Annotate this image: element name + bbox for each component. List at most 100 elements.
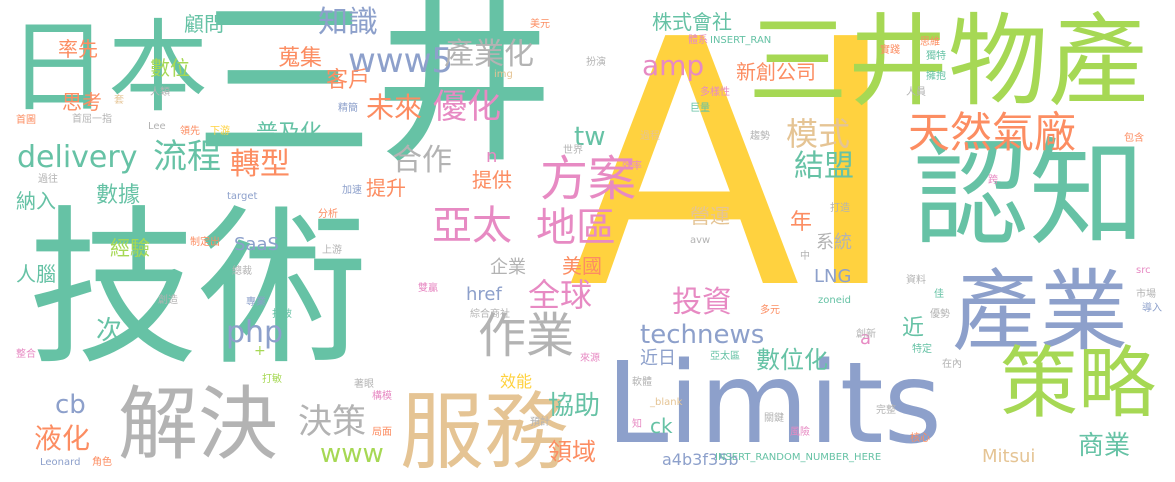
word-technews: technews [640, 320, 765, 350]
word-n: n [486, 146, 498, 167]
word-fangan: 方案 [540, 151, 637, 207]
word-wanzheng: 完整 [876, 405, 896, 416]
word-shuju: 數據 [96, 183, 141, 208]
word-shoutu: 首圖 [16, 115, 36, 126]
word-yuji: 預計 [530, 417, 550, 428]
word-ci: 次 [96, 316, 123, 346]
word-ai: AI [568, 0, 901, 364]
word-delivery: delivery [17, 140, 138, 175]
word-hezuo: 合作 [392, 143, 452, 178]
word-baohan: 包含 [1124, 133, 1144, 144]
word-limits: Limits [606, 339, 942, 469]
word-zhushihuishe: 株式會社 [652, 10, 732, 34]
word-zhong: 中 [800, 251, 810, 262]
word-tixi: 體系 [688, 35, 708, 46]
word-teding: 特定 [912, 344, 932, 355]
word-jumian: 局面 [372, 427, 392, 438]
word-dute: 獨特 [926, 51, 946, 62]
word-www5: www5 [348, 41, 454, 81]
word-lee: Lee [148, 121, 166, 132]
word-kua: 跨 [988, 175, 998, 186]
word-siwei: 思維 [920, 37, 940, 48]
word-amp1: amp [642, 49, 705, 82]
word-jiemeng: 結盟 [794, 149, 854, 184]
word-saas: SaaS [234, 234, 279, 255]
word-renlei: 人類 [150, 87, 170, 98]
word-yataiqu: 亞太區 [710, 351, 740, 362]
word-zhi: 知 [632, 419, 642, 430]
word-yingyun: 營運 [690, 204, 730, 228]
word-duoyangxing: 多樣性 [700, 87, 730, 98]
word-souji: 蒐集 [278, 46, 323, 71]
word-cb: cb [55, 390, 86, 420]
word-insert-ran: INSERT_RAN [710, 35, 772, 46]
word-xiaolv: 效率 [622, 161, 642, 172]
word-shuaixian: 率先 [58, 37, 98, 61]
word-jingjian: 精簡 [338, 103, 358, 114]
word-xitong: 系統 [816, 232, 852, 253]
word-youshi: 優勢 [930, 309, 950, 320]
word-sanjing: 三井 [194, 0, 555, 188]
word-php: php [226, 315, 284, 350]
word-naru: 納入 [16, 189, 56, 213]
word-mitsui: Mitsui [982, 446, 1036, 467]
word-fenxi: 分析 [318, 209, 338, 220]
word-chanyehua: 產業化 [444, 37, 534, 72]
word-guocheng: 過程 [640, 131, 660, 142]
word-shangye: 商業 [1078, 431, 1131, 461]
word-zhishi: 知識 [318, 5, 378, 40]
word-avw: avw [690, 235, 711, 246]
word-diqu: 地區 [536, 205, 616, 251]
word-jingyan: 經驗 [110, 236, 150, 260]
word-daoru: 導入 [1142, 303, 1162, 314]
word-jinri: 近日 [640, 348, 676, 369]
word-jiejue: 解決 [118, 378, 278, 471]
word-tigong: 提供 [472, 168, 512, 192]
word-zonghe-shangshe: 綜合商社 [470, 309, 510, 320]
word-fengxian: 風險 [790, 427, 810, 438]
word-shouquyizhi: 首屈一指 [72, 114, 112, 125]
word-img: img [494, 69, 513, 80]
word-yatai: 亞太 [432, 203, 512, 249]
word-leonard: Leonard [40, 457, 81, 468]
word-meiyuan: 美元 [530, 19, 550, 30]
word-juliang: 巨量 [690, 103, 710, 114]
word-duoyuan: 多元 [760, 305, 780, 316]
word-lng: LNG [814, 266, 852, 287]
word-blank: _blank [650, 397, 683, 408]
word-shichang: 市場 [1136, 289, 1156, 300]
word-xiaoneng: 效能 [500, 372, 533, 391]
word-shuwei: 數位 [150, 56, 190, 80]
word-lingxian: 領先 [180, 126, 200, 137]
word-qiye: 企業 [490, 257, 526, 278]
word-fuwu: 服務 [400, 383, 569, 481]
word-liucheng: 流程 [153, 137, 221, 177]
word-href: href [466, 284, 502, 305]
word-renyuan: 人員 [906, 87, 926, 98]
word-guowang: 過往 [38, 174, 58, 185]
word-chuangzao: 創造 [158, 295, 178, 306]
word-chanye: 產業 [952, 260, 1129, 363]
word-zhuanye: 專業 [246, 297, 266, 308]
word-meiguo: 美國 [562, 254, 602, 278]
word-sanjing-wuchan: 三井物產 [748, 3, 1148, 120]
word-jiasu: 加速 [342, 185, 362, 196]
word-riben: 日本 [8, 9, 208, 126]
word-src: src [1136, 265, 1151, 276]
word-zuoye: 作業 [478, 308, 575, 364]
word-shijian: 實踐 [880, 45, 900, 56]
word-rennao: 人腦 [16, 262, 56, 286]
word-weilai: 未來 [366, 91, 423, 124]
word-target: target [227, 191, 258, 202]
word-jiaose: 角色 [92, 457, 112, 468]
word-goumo: 構模 [372, 391, 392, 402]
word-jishu: 技術 [28, 191, 369, 389]
word-guanjian: 關鍵 [764, 413, 784, 424]
word-renzhi: 認知 [913, 127, 1145, 262]
word-damin: 打敏 [262, 374, 282, 385]
word-ck: ck [650, 414, 673, 438]
word-hexin: 核心 [910, 433, 930, 444]
word-tw: tw [574, 122, 606, 152]
word-ziliao: 資料 [906, 275, 926, 286]
word-zongcai: 總裁 [232, 266, 252, 277]
